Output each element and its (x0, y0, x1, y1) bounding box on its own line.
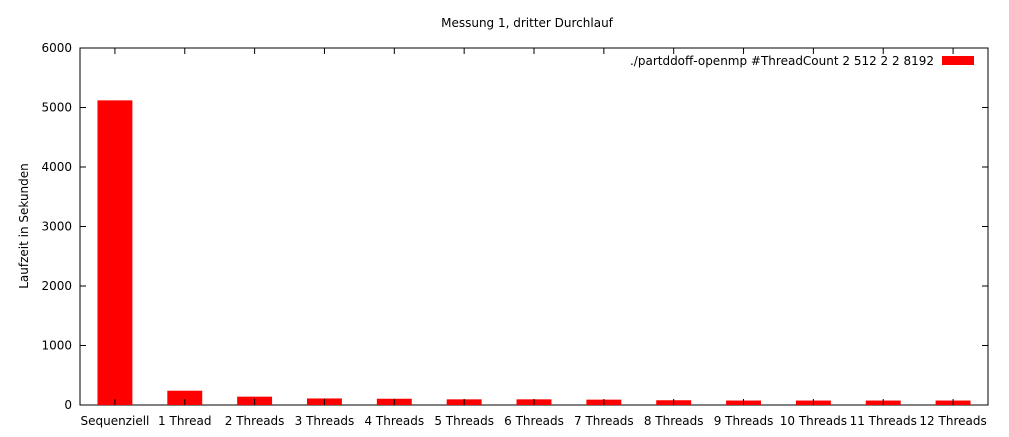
x-tick-label: 1 Thread (158, 414, 211, 428)
x-tick-label: 12 Threads (919, 414, 986, 428)
x-tick-label: 9 Threads (714, 414, 774, 428)
x-tick-label: 3 Threads (295, 414, 355, 428)
x-tick-label: 5 Threads (434, 414, 494, 428)
x-tick-label: 8 Threads (644, 414, 704, 428)
x-tick-label: 7 Threads (574, 414, 634, 428)
y-axis-label: Laufzeit in Sekunden (17, 163, 31, 289)
plot-frame (79, 47, 989, 406)
x-tick-label: 4 Threads (364, 414, 424, 428)
bar (167, 390, 203, 405)
legend: ./partddoff-openmp #ThreadCount 2 512 2 … (630, 54, 974, 68)
x-tick-label: 11 Threads (850, 414, 917, 428)
legend-label: ./partddoff-openmp #ThreadCount 2 512 2 … (630, 54, 934, 68)
x-tick-label: 2 Threads (225, 414, 285, 428)
legend-swatch (942, 56, 974, 65)
y-tick-label: 5000 (41, 101, 72, 115)
y-tick-label: 1000 (41, 339, 72, 353)
y-tick-label: 6000 (41, 41, 72, 55)
y-axis: 0 1000 2000 3000 4000 5000 6000 (41, 41, 988, 412)
y-tick-label: 3000 (41, 220, 72, 234)
y-tick-label: 4000 (41, 160, 72, 174)
x-axis: Sequenziell 1 Thread 2 Threads 3 Threads 4 T… (80, 48, 987, 428)
bars (97, 100, 971, 406)
x-tick-label: 10 Threads (780, 414, 847, 428)
y-tick-label: 2000 (41, 279, 72, 293)
bar (97, 100, 133, 406)
chart-title: Messung 1, dritter Durchlauf (441, 16, 614, 30)
x-tick-label: 6 Threads (504, 414, 564, 428)
y-tick-label: 0 (64, 398, 72, 412)
x-tick-label: Sequenziell (80, 414, 149, 428)
